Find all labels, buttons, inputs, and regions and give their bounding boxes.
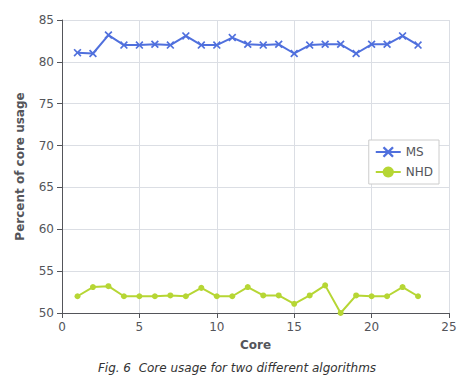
svg-text:60: 60 — [39, 222, 54, 236]
svg-text:85: 85 — [39, 13, 54, 27]
svg-text:5: 5 — [136, 320, 144, 334]
svg-text:80: 80 — [39, 55, 54, 69]
svg-text:15: 15 — [287, 320, 302, 334]
svg-text:25: 25 — [441, 320, 456, 334]
svg-text:55: 55 — [39, 264, 54, 278]
svg-text:50: 50 — [39, 306, 54, 320]
svg-text:20: 20 — [364, 320, 379, 334]
svg-text:10: 10 — [209, 320, 224, 334]
svg-text:NHD: NHD — [406, 165, 433, 179]
svg-text:Core: Core — [240, 338, 271, 352]
svg-text:75: 75 — [39, 97, 54, 111]
svg-text:Fig. 6 Core usage for two dif: Fig. 6 Core usage for two different algo… — [98, 361, 376, 375]
svg-text:70: 70 — [39, 139, 54, 153]
svg-text:MS: MS — [406, 145, 424, 159]
svg-text:0: 0 — [58, 320, 66, 334]
svg-text:65: 65 — [39, 180, 54, 194]
svg-text:Percent of core usage: Percent of core usage — [13, 92, 27, 240]
